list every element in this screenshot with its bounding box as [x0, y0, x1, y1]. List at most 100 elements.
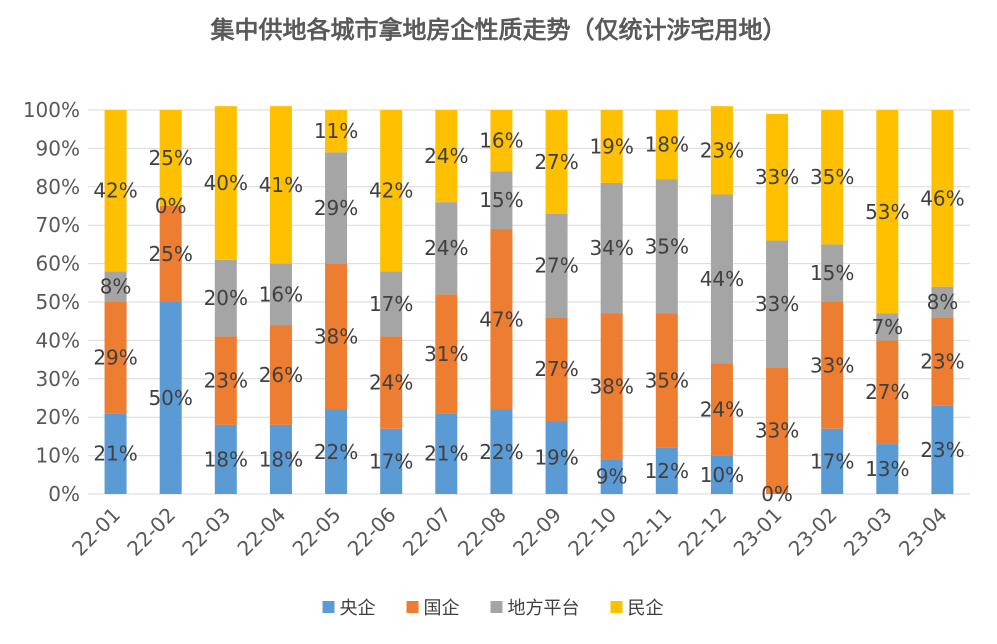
legend-swatch — [490, 601, 503, 613]
data-label: 13% — [865, 457, 909, 481]
data-label: 20% — [204, 286, 248, 310]
data-label: 23% — [920, 438, 964, 462]
data-label: 11% — [314, 119, 358, 143]
data-label: 8% — [927, 290, 959, 314]
y-tick-label: 50% — [36, 290, 80, 314]
bar-segment — [655, 447, 678, 494]
data-label: 7% — [871, 315, 903, 339]
data-label: 35% — [645, 369, 689, 393]
bars — [104, 106, 954, 494]
data-label: 33% — [755, 292, 799, 316]
legend-swatch — [610, 601, 623, 613]
data-label: 50% — [148, 386, 192, 410]
x-tick-label: 22-06 — [343, 503, 401, 561]
data-label: 10% — [700, 463, 744, 487]
data-label: 16% — [259, 282, 303, 306]
data-label: 26% — [259, 363, 303, 387]
bar-segment — [545, 110, 568, 214]
bar-segment — [821, 428, 844, 494]
data-label: 17% — [369, 449, 413, 473]
bar-segment — [490, 171, 513, 230]
x-axis-ticks: 22-0122-0222-0322-0422-0522-0622-0722-08… — [67, 503, 952, 561]
bar-segment — [104, 302, 127, 414]
bar-segment — [269, 263, 292, 326]
x-tick-label: 22-09 — [508, 503, 566, 561]
y-tick-label: 0% — [48, 482, 80, 506]
data-label: 18% — [645, 133, 689, 157]
x-tick-label: 22-08 — [453, 503, 511, 561]
bar-segment — [655, 179, 678, 314]
bar-segment — [269, 106, 292, 264]
bar-segment — [710, 194, 733, 364]
bar-segment — [325, 263, 348, 410]
data-label: 29% — [93, 346, 137, 370]
bar-segment — [104, 110, 127, 272]
legend-label: 地方平台 — [508, 598, 580, 619]
bar-segment — [325, 152, 348, 264]
data-label: 23% — [700, 138, 744, 162]
data-label: 23% — [920, 350, 964, 374]
bar-segment — [766, 113, 789, 241]
y-tick-label: 60% — [36, 252, 80, 276]
y-tick-label: 90% — [36, 136, 80, 160]
data-label: 18% — [259, 447, 303, 471]
x-tick-label: 22-02 — [122, 503, 180, 561]
bar-segment — [214, 424, 237, 494]
bar-segment — [380, 336, 403, 429]
data-label: 27% — [865, 380, 909, 404]
bar-segment — [600, 110, 623, 183]
bar-segment — [876, 340, 899, 445]
bar-segment — [545, 213, 568, 318]
data-label: 21% — [424, 442, 468, 466]
bar-segment — [545, 317, 568, 422]
bar-segment — [159, 206, 182, 302]
data-label: 9% — [596, 465, 628, 489]
data-label: 24% — [369, 371, 413, 395]
y-tick-label: 30% — [36, 367, 80, 391]
data-label: 0% — [155, 194, 187, 218]
data-labels: 21% 29% 8% 42% 50% 25% 0% 25% 18% 23% 20% 40% 18% 26%… — [93, 119, 964, 506]
bar-segment — [214, 259, 237, 337]
legend-label: 民企 — [628, 598, 664, 619]
data-label: 42% — [93, 179, 137, 203]
data-label: 0% — [761, 482, 793, 506]
y-axis-ticks: 0% 10% 20% 30% 40% 50% 60% 70% 80% 90% 100% — [23, 98, 80, 506]
data-label: 24% — [700, 398, 744, 422]
bar-segment — [876, 110, 899, 314]
bar-segment — [435, 413, 458, 494]
y-tick-label: 20% — [36, 405, 80, 429]
data-label: 17% — [810, 449, 854, 473]
data-label: 25% — [148, 146, 192, 170]
legend-swatch — [406, 601, 419, 613]
bar-segment — [380, 271, 403, 337]
x-tick-label: 22-05 — [288, 503, 346, 561]
bar-segment — [710, 455, 733, 494]
data-label: 24% — [424, 236, 468, 260]
bar-segment — [269, 325, 292, 425]
bar-segment — [655, 110, 678, 180]
data-label: 27% — [534, 150, 578, 174]
x-tick-label: 22-01 — [67, 503, 125, 561]
data-label: 46% — [920, 186, 964, 210]
data-label: 22% — [479, 440, 523, 464]
data-label: 29% — [314, 196, 358, 220]
data-label: 44% — [700, 267, 744, 291]
data-label: 34% — [589, 236, 633, 260]
x-tick-label: 23-01 — [729, 503, 787, 561]
bar-segment — [104, 271, 127, 302]
bar-segment — [104, 413, 127, 494]
bar-segment — [931, 286, 954, 318]
bar-segment — [876, 313, 899, 341]
x-tick-label: 23-04 — [894, 503, 952, 561]
bar-segment — [380, 428, 403, 494]
bar-segment — [325, 409, 348, 494]
data-label: 38% — [589, 374, 633, 398]
data-label: 17% — [369, 292, 413, 316]
bar-segment — [821, 244, 844, 302]
x-tick-label: 22-03 — [177, 503, 235, 561]
data-label: 41% — [259, 173, 303, 197]
x-tick-label: 22-04 — [232, 503, 290, 561]
bar-segment — [931, 110, 954, 287]
bar-segment — [435, 202, 458, 295]
